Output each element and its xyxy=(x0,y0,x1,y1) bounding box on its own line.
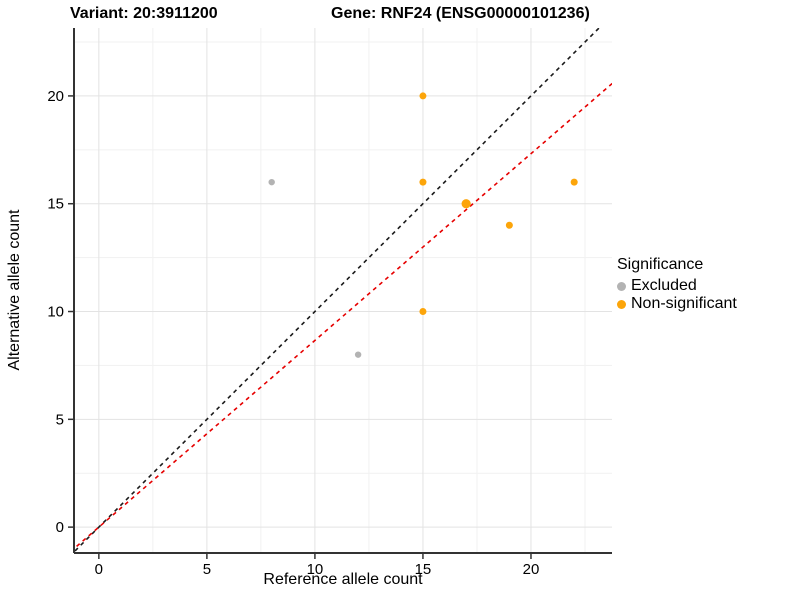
legend-dot-icon xyxy=(617,281,626,291)
ratio-line xyxy=(74,82,612,550)
legend-title: Significance xyxy=(617,256,704,273)
data-point-non-significant xyxy=(570,178,578,186)
data-point-non-significant xyxy=(419,308,427,316)
data-point-non-significant xyxy=(419,178,427,186)
y-tick-label: 15 xyxy=(47,196,64,213)
x-axis-label: Reference allele count xyxy=(263,571,423,588)
x-tick-label: 20 xyxy=(523,561,540,578)
legend-item-label: Non-significant xyxy=(631,295,737,312)
data-point-non-significant xyxy=(461,199,471,209)
legend-item: Excluded xyxy=(617,277,797,295)
data-point-excluded xyxy=(268,178,275,186)
x-tick-label: 0 xyxy=(95,561,103,578)
legend: Significance Excluded Non-significant xyxy=(617,256,797,313)
legend-item: Non-significant xyxy=(617,295,797,313)
legend-items: Excluded Non-significant xyxy=(617,277,797,313)
y-tick-label: 5 xyxy=(56,411,64,428)
identity-line xyxy=(74,28,601,553)
x-tick-label: 10 xyxy=(307,561,324,578)
y-axis-label: Alternative allele count xyxy=(6,209,23,371)
data-point-excluded xyxy=(354,351,362,358)
y-tick-label: 20 xyxy=(47,88,64,105)
variant-title: Variant: 20:3911200 xyxy=(70,5,218,22)
data-point-non-significant xyxy=(419,92,427,100)
y-tick-label: 10 xyxy=(47,304,64,321)
gene-title: Gene: RNF24 (ENSG00000101236) xyxy=(331,5,590,22)
x-tick-label: 5 xyxy=(203,561,211,578)
legend-dot-icon xyxy=(617,299,626,309)
x-tick-label: 15 xyxy=(415,561,432,578)
data-point-non-significant xyxy=(505,221,513,229)
y-tick-label: 0 xyxy=(56,519,64,536)
legend-item-label: Excluded xyxy=(631,277,697,294)
